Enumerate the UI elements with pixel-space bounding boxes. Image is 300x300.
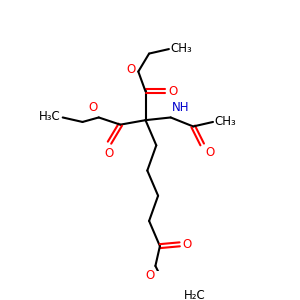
Text: O: O <box>88 101 98 114</box>
Text: CH₃: CH₃ <box>215 116 236 128</box>
Text: O: O <box>145 268 154 282</box>
Text: CH₃: CH₃ <box>171 42 192 55</box>
Text: O: O <box>182 238 192 251</box>
Text: O: O <box>205 146 214 159</box>
Text: O: O <box>104 147 113 160</box>
Text: O: O <box>126 63 136 76</box>
Text: O: O <box>168 85 177 98</box>
Text: H₃C: H₃C <box>39 110 61 123</box>
Text: H₂C: H₂C <box>184 289 206 300</box>
Text: NH: NH <box>172 101 189 114</box>
